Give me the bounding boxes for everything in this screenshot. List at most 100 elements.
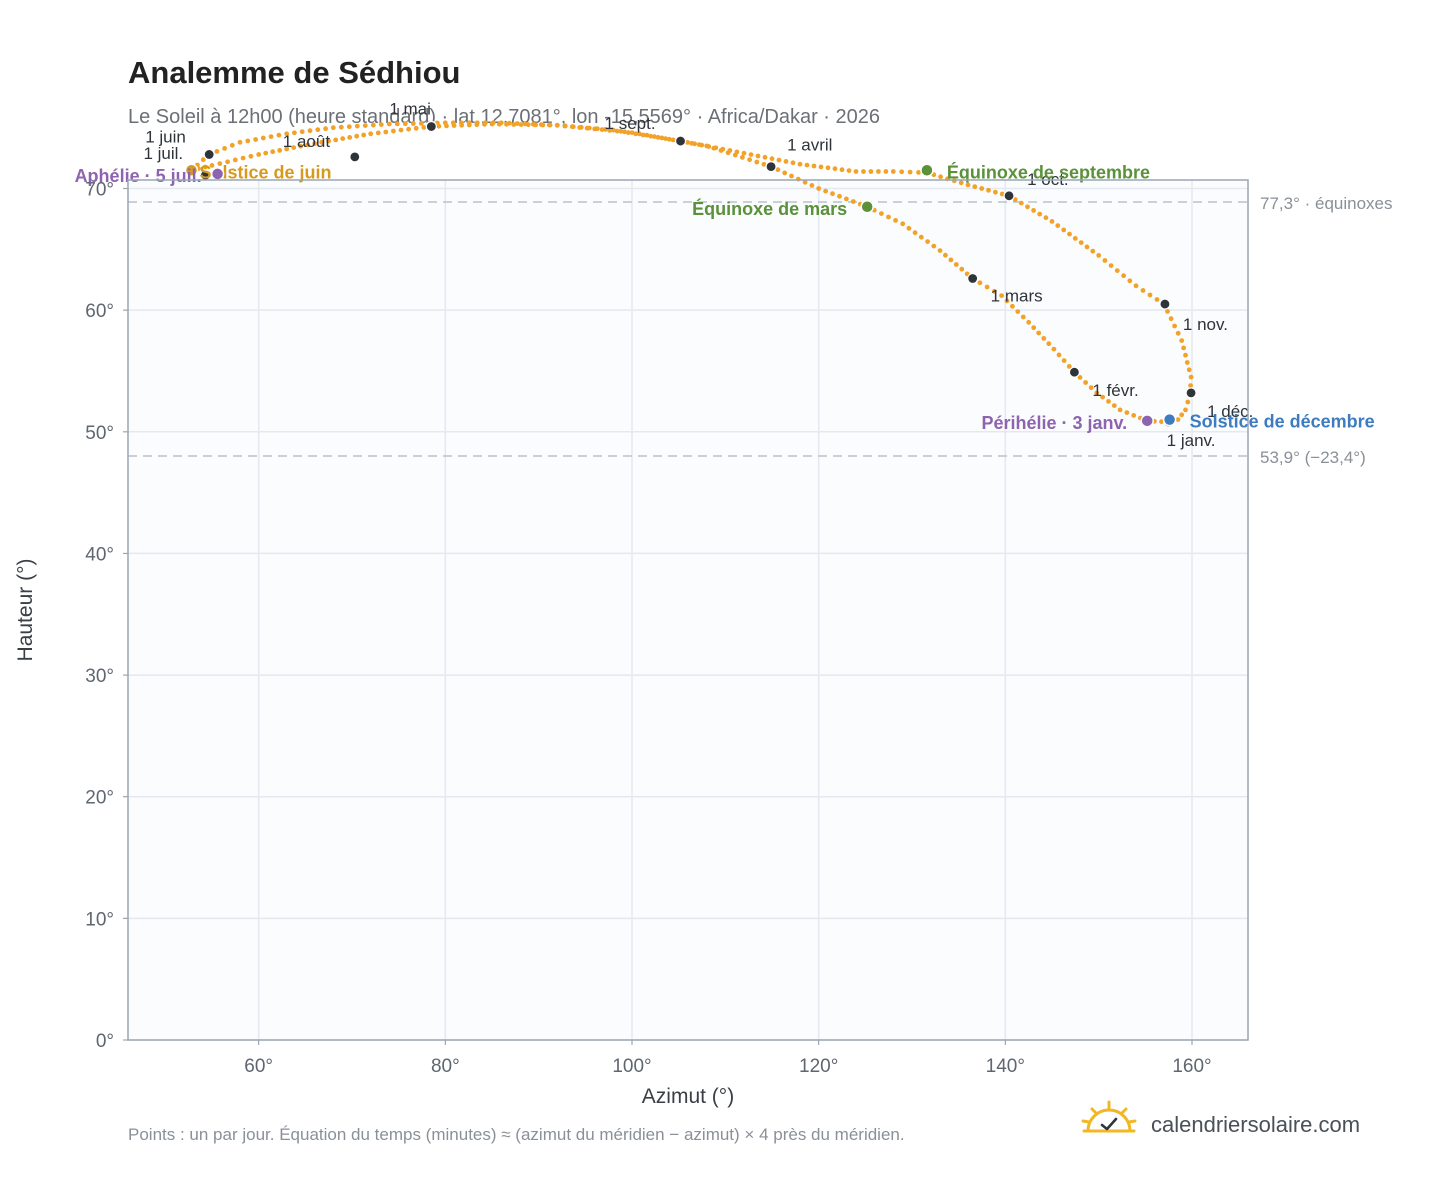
daily-sun-position <box>1026 319 1032 325</box>
daily-sun-position <box>214 149 220 154</box>
daily-sun-position <box>979 186 985 191</box>
event-marker <box>920 163 934 178</box>
daily-sun-position <box>958 180 964 186</box>
daily-sun-position <box>809 183 815 188</box>
y-axis-label: Hauteur (°) <box>14 559 37 662</box>
daily-sun-position <box>637 131 642 137</box>
daily-sun-position <box>1117 407 1123 413</box>
daily-sun-position <box>1108 263 1114 268</box>
daily-sun-position <box>925 239 930 245</box>
daily-sun-position <box>906 225 912 231</box>
daily-sun-position <box>959 266 965 272</box>
daily-sun-position <box>284 146 290 152</box>
daily-sun-position <box>1124 410 1130 415</box>
daily-sun-position <box>861 169 866 174</box>
daily-sun-position <box>1088 385 1094 391</box>
daily-sun-position <box>209 163 215 168</box>
daily-sun-position <box>713 145 719 151</box>
daily-sun-position <box>811 163 817 169</box>
month-label: 1 janv. <box>1167 431 1216 450</box>
daily-sun-position <box>797 161 803 167</box>
sun-check-icon <box>1081 1100 1137 1133</box>
daily-sun-position <box>1179 338 1185 343</box>
daily-sun-position <box>886 214 891 220</box>
daily-sun-position <box>783 159 789 164</box>
daily-sun-position <box>795 176 801 182</box>
month-marker <box>349 151 361 163</box>
month-label: 1 juil. <box>143 144 183 163</box>
daily-sun-position <box>418 121 424 126</box>
daily-sun-position <box>362 123 368 128</box>
daily-sun-position <box>323 126 328 132</box>
daily-sun-position <box>1175 330 1181 336</box>
daily-sun-position <box>666 136 672 142</box>
daily-sun-position <box>761 161 767 167</box>
month-marker <box>1068 366 1081 378</box>
month-label: 1 juin <box>145 127 186 146</box>
daily-sun-position <box>900 221 906 227</box>
daily-sun-position <box>618 128 624 134</box>
daily-sun-position <box>1183 407 1188 413</box>
daily-sun-position <box>578 124 584 130</box>
daily-sun-position <box>602 126 608 132</box>
daily-sun-position <box>1159 419 1164 425</box>
daily-sun-position <box>256 152 262 157</box>
daily-sun-position <box>937 248 943 254</box>
y-tick-label: 0° <box>96 1031 114 1052</box>
daily-sun-position <box>319 139 325 145</box>
daily-sun-position <box>1168 316 1174 322</box>
month-marker <box>967 272 979 285</box>
y-tick-label: 50° <box>85 423 114 444</box>
daily-sun-position <box>1127 278 1133 284</box>
daily-sun-position <box>260 135 266 141</box>
daily-sun-position <box>890 169 896 174</box>
daily-sun-position <box>1043 215 1049 221</box>
daily-sun-position <box>912 230 918 236</box>
daily-sun-position <box>522 121 528 127</box>
daily-sun-position <box>305 142 311 148</box>
daily-sun-position <box>1147 292 1153 298</box>
daily-sun-position <box>1186 367 1192 373</box>
month-marker <box>1003 190 1015 202</box>
daily-sun-position <box>999 191 1005 197</box>
daily-sun-position <box>398 127 404 133</box>
daily-sun-position <box>699 142 705 148</box>
daily-sun-position <box>1102 258 1108 263</box>
daily-sun-position <box>610 127 616 133</box>
event-marker <box>1162 412 1177 427</box>
y-tick-label: 30° <box>85 666 114 687</box>
daily-sun-position <box>622 129 627 135</box>
daily-sun-position <box>972 184 978 190</box>
daily-sun-position <box>607 127 612 133</box>
daily-sun-position <box>1179 412 1185 418</box>
month-label: 1 févr. <box>1092 381 1138 400</box>
daily-sun-position <box>1084 244 1090 250</box>
daily-sun-position <box>1056 352 1062 358</box>
daily-sun-position <box>663 136 668 142</box>
daily-sun-position <box>953 262 959 267</box>
daily-sun-position <box>1041 336 1047 341</box>
daily-sun-position <box>562 123 568 129</box>
daily-sun-position <box>225 159 231 165</box>
daily-sun-position <box>326 138 332 144</box>
daily-sun-position <box>299 129 305 135</box>
footnote: Points : un par jour. Équation du temps … <box>128 1125 905 1144</box>
daily-sun-position <box>263 150 269 156</box>
daily-sun-position <box>685 140 690 145</box>
daily-sun-position <box>640 132 646 138</box>
daily-sun-position <box>1037 211 1043 217</box>
daily-sun-position <box>1133 283 1139 289</box>
daily-sun-position <box>1184 360 1190 365</box>
daily-sun-position <box>1096 253 1102 258</box>
month-label: 1 déc. <box>1207 402 1253 421</box>
daily-sun-position <box>918 234 924 240</box>
daily-sun-position <box>1181 345 1186 351</box>
daily-sun-position <box>644 132 650 138</box>
daily-sun-position <box>298 143 304 149</box>
daily-sun-position <box>270 149 276 155</box>
daily-sun-position <box>307 128 313 134</box>
daily-sun-position <box>659 135 665 141</box>
daily-sun-position <box>899 169 905 175</box>
x-axis-ticks: 60° 80° 100° 120° 140° 160° <box>244 1040 1212 1077</box>
